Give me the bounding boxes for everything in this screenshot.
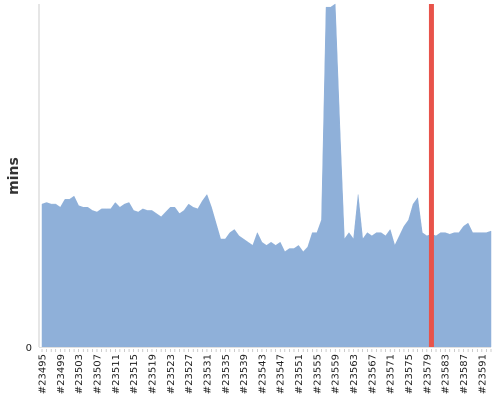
x-tick-label: #23559 [331, 354, 342, 394]
x-tick-label: #23519 [147, 354, 158, 394]
x-tick-label: #23543 [257, 354, 268, 394]
x-tick-label: #23499 [56, 354, 67, 394]
x-minor-ticks [41, 349, 492, 352]
x-tick-label: #23563 [349, 354, 360, 394]
x-tick-label: #23539 [239, 354, 250, 394]
x-tick-label: #23523 [166, 354, 177, 394]
x-tick-label: #23551 [294, 354, 305, 394]
x-tick-label: #23507 [92, 354, 103, 394]
x-tick-label: #23591 [477, 354, 488, 394]
x-tick-label: #23495 [38, 354, 49, 394]
plot-area [41, 3, 492, 348]
x-tick-label: #23587 [459, 354, 470, 394]
x-tick-label: #23583 [441, 354, 452, 394]
x-tick-label: #23571 [386, 354, 397, 394]
x-tick-label: #23575 [404, 354, 415, 394]
x-tick-label: #23547 [276, 354, 287, 394]
y-tick-label-0: 0 [26, 343, 32, 354]
data-area [41, 3, 492, 348]
y-axis-label: mins [6, 157, 22, 195]
x-tick-label: #23515 [129, 354, 140, 394]
x-tick-labels: #23495 #23499 #23503 #23507 #23511 #23515 #235… [38, 354, 489, 394]
x-tick-label: #23503 [74, 354, 85, 394]
x-tick-label: #23579 [422, 354, 433, 394]
highlight-marker [428, 4, 434, 347]
x-tick-label: #23535 [221, 354, 232, 394]
x-tick-label: #23531 [202, 354, 213, 394]
x-tick-label: #23527 [184, 354, 195, 394]
x-tick-label: #23511 [111, 354, 122, 394]
x-tick-label: #23567 [367, 354, 378, 394]
x-tick-label: #23555 [312, 354, 323, 394]
